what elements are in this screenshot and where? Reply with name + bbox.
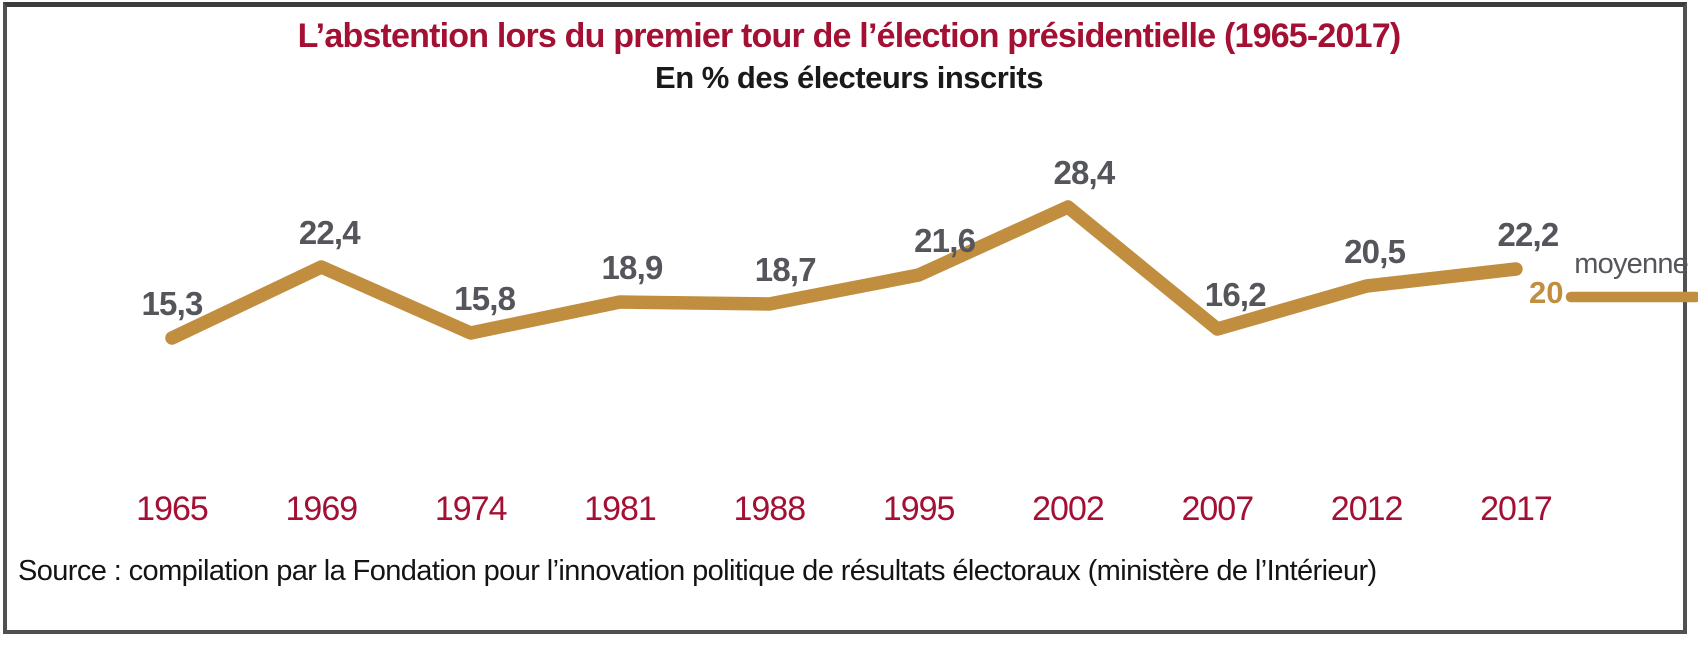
- value-label: 20,5: [1344, 233, 1406, 270]
- chart-subtitle: En % des électeurs inscrits: [655, 60, 1043, 95]
- value-label: 16,2: [1204, 276, 1267, 313]
- year-label: 1988: [733, 490, 806, 528]
- value-label: 18,7: [754, 251, 817, 288]
- year-label: 2002: [1032, 490, 1105, 528]
- value-label: 15,3: [141, 285, 203, 322]
- value-label: 18,9: [601, 249, 663, 286]
- average-legend-value: 20: [1529, 275, 1564, 310]
- value-label: 28,4: [1053, 154, 1115, 191]
- year-label: 2017: [1480, 490, 1553, 528]
- year-label: 2007: [1181, 490, 1254, 528]
- year-label: 1981: [584, 490, 657, 528]
- year-label: 1965: [136, 490, 209, 528]
- value-label: 22,2: [1497, 216, 1559, 253]
- value-label: 21,6: [914, 222, 976, 259]
- year-label: 1969: [285, 490, 359, 528]
- year-label: 2012: [1330, 490, 1404, 528]
- abstention-line: [165, 200, 1523, 345]
- value-label: 22,4: [298, 214, 361, 251]
- chart-title: L’abstention lors du premier tour de l’é…: [297, 17, 1402, 55]
- average-legend-label: moyenne: [1574, 248, 1689, 280]
- year-label: 1995: [882, 490, 956, 528]
- value-label: 15,8: [454, 280, 516, 317]
- source-note: Source : compilation par la Fondation po…: [18, 555, 1377, 587]
- year-label: 1974: [434, 490, 508, 528]
- figure-frame: [3, 2, 1687, 634]
